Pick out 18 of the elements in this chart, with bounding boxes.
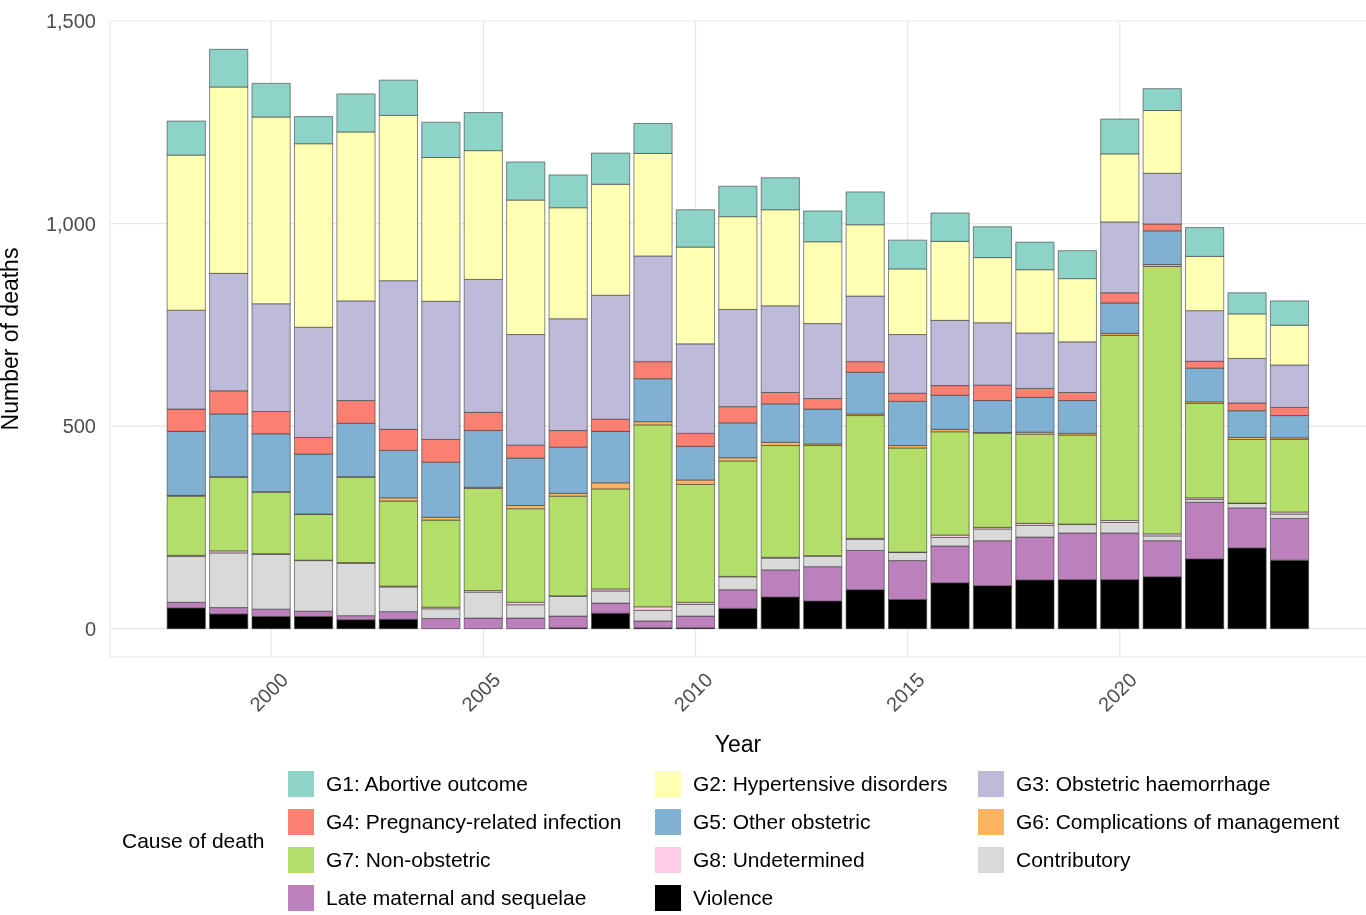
legend-label: G8: Undetermined [693, 848, 865, 872]
y-tick-label: 0 [84, 617, 96, 640]
legend-label: G6: Complications of management [1016, 810, 1340, 834]
legend-label: Late maternal and sequelae [326, 886, 587, 910]
x-axis-title: Year [714, 731, 762, 757]
legend-title: Cause of death [121, 829, 266, 853]
legend-label: G2: Hypertensive disorders [693, 772, 948, 796]
legend-label: G7: Non-obstetric [326, 848, 491, 872]
legend-label: G4: Pregnancy-related infection [326, 810, 622, 834]
y-tick-label: 1,000 [45, 212, 96, 235]
legend-label: G3: Obstetric haemorrhage [1016, 772, 1271, 796]
legend-label: G1: Abortive outcome [326, 772, 528, 796]
y-tick-label: 1,500 [45, 10, 96, 33]
legend-label: Violence [693, 886, 774, 910]
legend-label: Contributory [1016, 848, 1131, 872]
y-axis-title: Number of deaths [0, 247, 24, 431]
legend-label: G5: Other obstetric [693, 810, 871, 834]
y-tick-label: 500 [62, 415, 96, 438]
